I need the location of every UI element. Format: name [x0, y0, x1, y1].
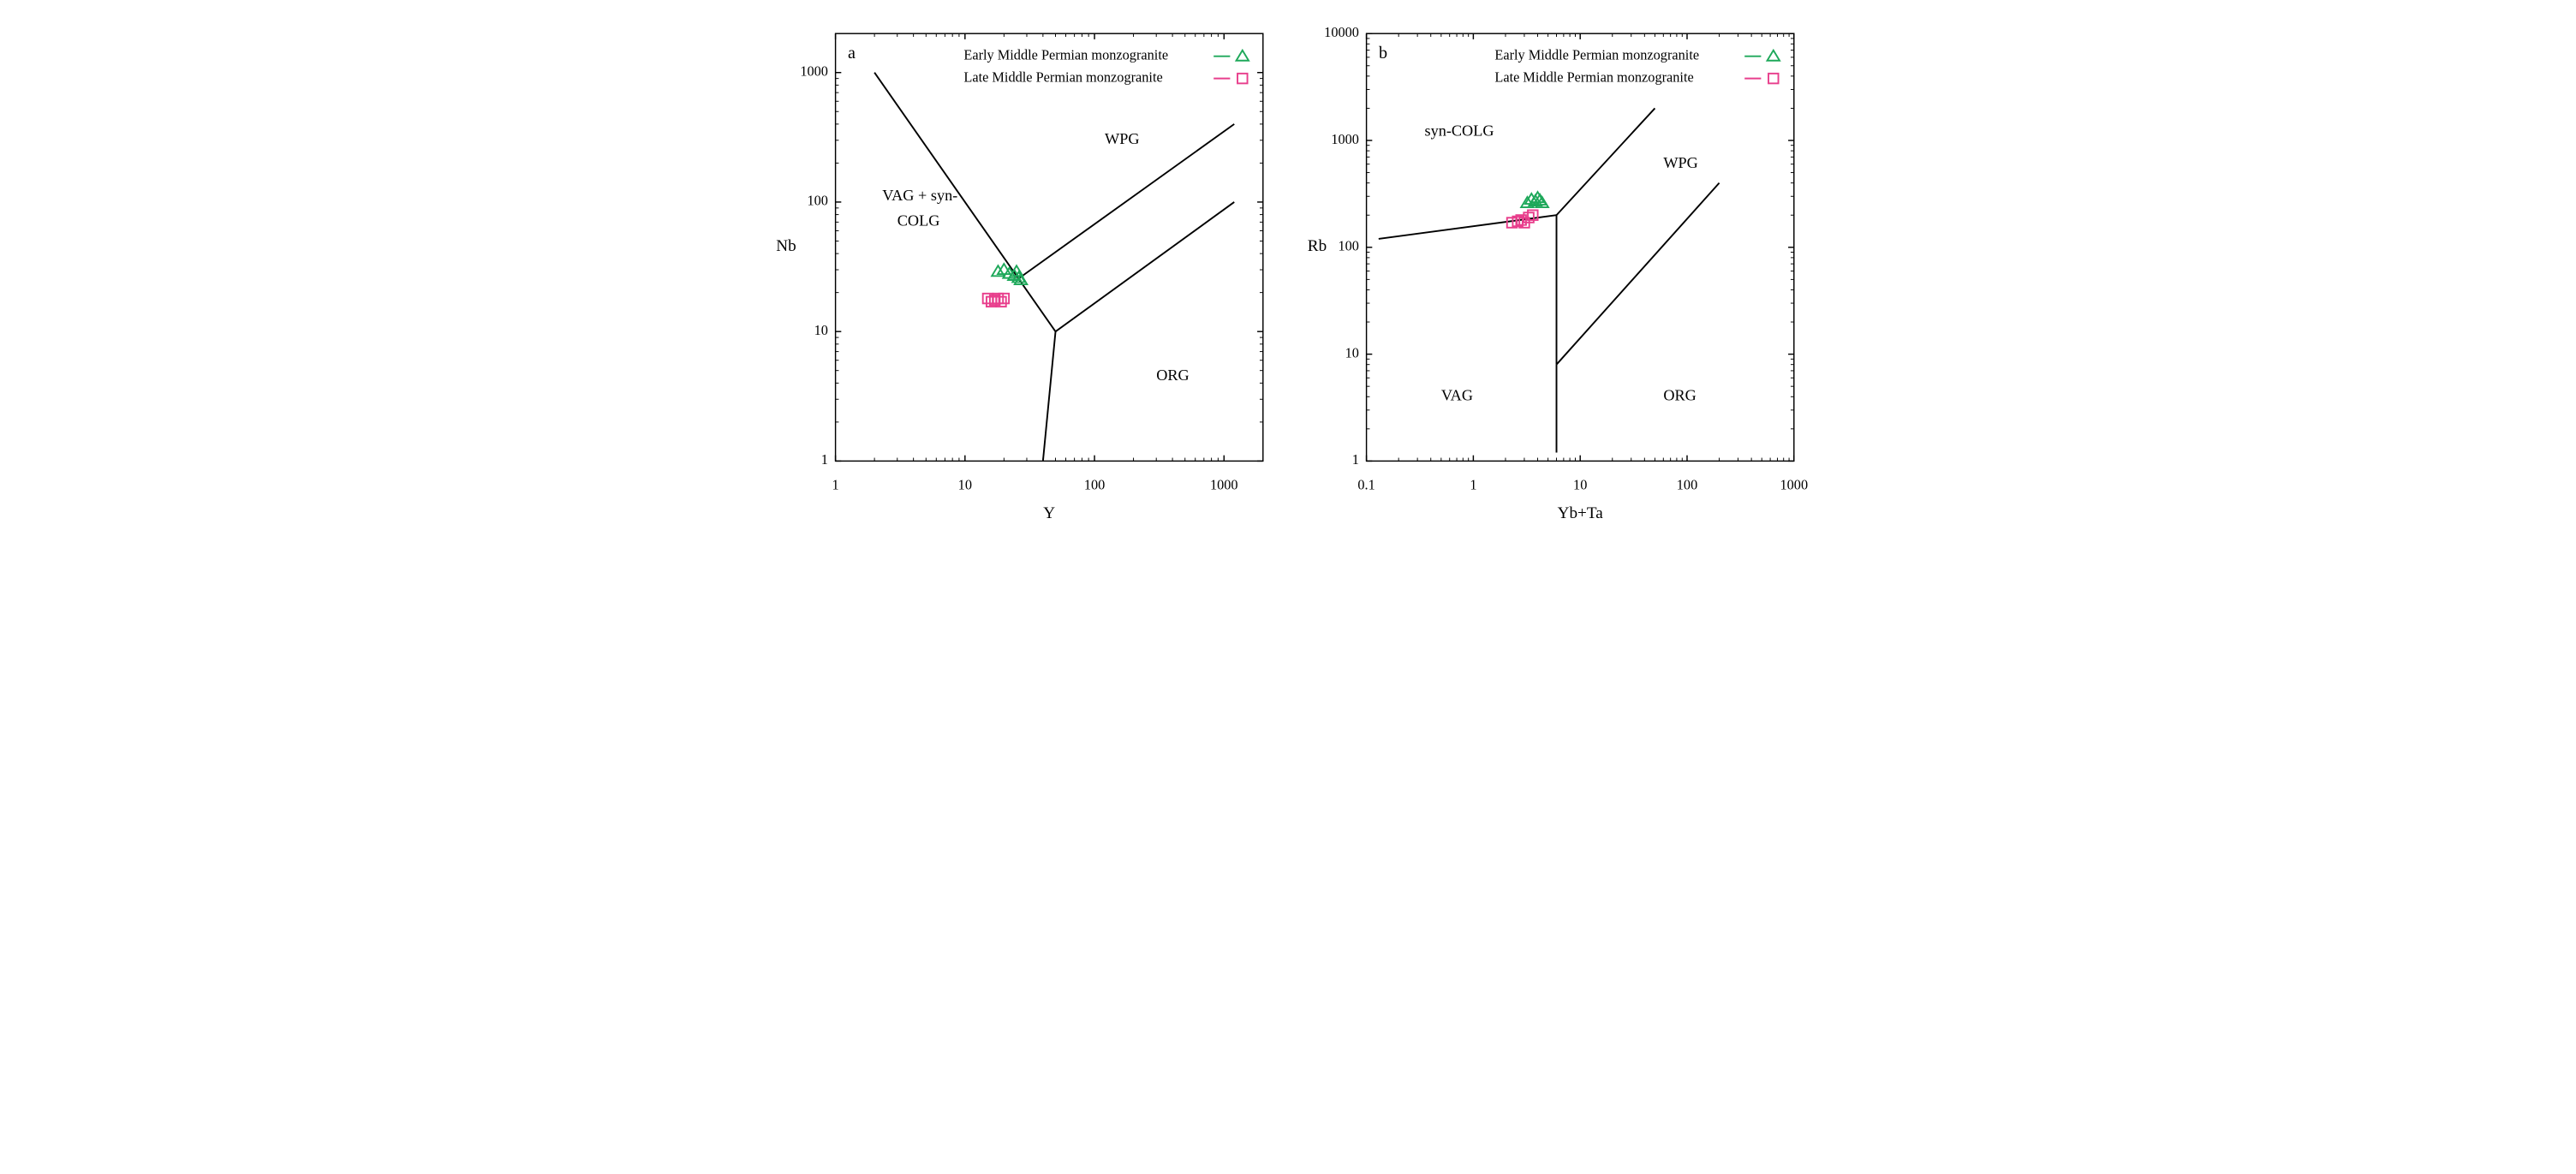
- y-tick-label: 1000: [800, 63, 828, 79]
- legend-label: Early Middle Permian monzogranite: [963, 46, 1168, 63]
- field-label: VAG + syn-: [882, 187, 957, 204]
- field-label: ORG: [1156, 367, 1190, 384]
- legend-label: Early Middle Permian monzogranite: [1494, 46, 1699, 63]
- x-axis-label: Y: [1043, 504, 1055, 522]
- legend-label: Late Middle Permian monzogranite: [1494, 69, 1693, 85]
- x-tick-label: 100: [1677, 477, 1697, 493]
- chart-panel-b: 0.1 1 10 100 1000 1 10 100 1000 10000 Yb+Ta Rb syn-C…: [1297, 17, 1810, 531]
- field-label: ORG: [1663, 386, 1696, 403]
- y-tick-label: 100: [1338, 238, 1358, 254]
- x-tick-label: 100: [1084, 477, 1105, 493]
- y-axis-label: Nb: [776, 237, 796, 255]
- field-boundary: [1043, 331, 1056, 461]
- field-label: COLG: [897, 212, 940, 229]
- panel-b: 0.1 1 10 100 1000 1 10 100 1000 10000 Yb+Ta Rb syn-C…: [1297, 17, 1810, 535]
- x-tick-label: 1000: [1210, 477, 1238, 493]
- y-tick-label: 1000: [1331, 131, 1359, 147]
- field-boundary: [1557, 183, 1720, 365]
- y-tick-label: 100: [807, 193, 827, 209]
- x-tick-label: 10: [1573, 477, 1587, 493]
- y-tick-label: 1: [821, 451, 828, 468]
- y-tick-label: 10: [814, 322, 828, 338]
- field-label: VAG: [1441, 386, 1473, 403]
- plot-frame: [1367, 33, 1794, 461]
- y-tick-label: 10: [1345, 344, 1359, 361]
- field-label: WPG: [1105, 130, 1140, 147]
- x-tick-label: 0.1: [1357, 477, 1374, 493]
- figure-container: 1 10 100 1000 1 10 100 1000 Y Nb WPG VAG + syn- COLG…: [0, 0, 2576, 552]
- panel-label: b: [1379, 44, 1387, 63]
- x-tick-label: 1: [1470, 477, 1476, 493]
- y-tick-label: 1: [1352, 451, 1359, 468]
- x-axis-label: Yb+Ta: [1558, 504, 1604, 522]
- field-boundary: [1056, 202, 1235, 331]
- data-marker: [1768, 74, 1779, 84]
- panel-a: 1 10 100 1000 1 10 100 1000 Y Nb WPG VAG + syn- COLG…: [766, 17, 1279, 535]
- y-axis-label: Rb: [1308, 237, 1327, 255]
- x-tick-label: 10: [958, 477, 972, 493]
- field-label: syn-COLG: [1424, 122, 1494, 139]
- y-tick-label: 10000: [1324, 24, 1359, 40]
- legend-label: Late Middle Permian monzogranite: [963, 69, 1162, 85]
- data-marker: [1237, 74, 1248, 84]
- data-marker: [1237, 51, 1249, 61]
- x-tick-label: 1000: [1780, 477, 1808, 493]
- field-boundary: [1557, 108, 1655, 215]
- data-marker: [1768, 51, 1780, 61]
- panel-label: a: [848, 44, 856, 63]
- field-label: WPG: [1663, 154, 1698, 171]
- field-boundary: [1017, 124, 1234, 280]
- chart-panel-a: 1 10 100 1000 1 10 100 1000 Y Nb WPG VAG + syn- COLG…: [766, 17, 1279, 531]
- x-tick-label: 1: [832, 477, 839, 493]
